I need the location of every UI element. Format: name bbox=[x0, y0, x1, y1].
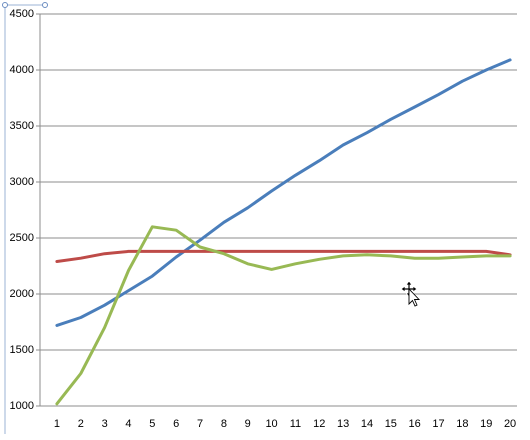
cursor bbox=[400, 280, 421, 307]
y-tick-label: 4500 bbox=[10, 8, 34, 20]
x-tick-label: 3 bbox=[102, 418, 108, 430]
y-tick-label: 2000 bbox=[10, 288, 34, 300]
x-tick-label: 2 bbox=[78, 418, 84, 430]
x-tick-label: 1 bbox=[54, 418, 60, 430]
x-tick-label: 20 bbox=[504, 418, 516, 430]
x-tick-label: 15 bbox=[385, 418, 397, 430]
x-tick-label: 19 bbox=[480, 418, 492, 430]
x-tick-label: 12 bbox=[313, 418, 325, 430]
x-tick-label: 14 bbox=[361, 418, 373, 430]
series-line bbox=[55, 58, 512, 327]
x-tick-label: 9 bbox=[245, 418, 251, 430]
y-tick-label: 1500 bbox=[10, 344, 34, 356]
selection-handle bbox=[2, 2, 8, 8]
x-tick-label: 16 bbox=[409, 418, 421, 430]
x-tick-label: 7 bbox=[197, 418, 203, 430]
y-tick-label: 2500 bbox=[10, 232, 34, 244]
x-tick-label: 6 bbox=[173, 418, 179, 430]
x-tick-label: 18 bbox=[456, 418, 468, 430]
y-tick-label: 1000 bbox=[10, 400, 34, 412]
y-tick-label: 3500 bbox=[10, 120, 34, 132]
x-tick-label: 4 bbox=[125, 418, 131, 430]
x-tick-label: 11 bbox=[290, 418, 301, 430]
x-tick-label: 8 bbox=[221, 418, 227, 430]
x-tick-label: 5 bbox=[149, 418, 155, 430]
y-tick-label: 4000 bbox=[10, 64, 34, 76]
x-tick-label: 17 bbox=[432, 418, 444, 430]
y-tick-label: 3000 bbox=[10, 176, 34, 188]
pointer-icon bbox=[408, 287, 421, 307]
series-line bbox=[55, 225, 512, 406]
series-line bbox=[55, 249, 512, 263]
selection-handle bbox=[42, 2, 48, 8]
x-tick-label: 10 bbox=[265, 418, 277, 430]
x-tick-label: 13 bbox=[337, 418, 349, 430]
